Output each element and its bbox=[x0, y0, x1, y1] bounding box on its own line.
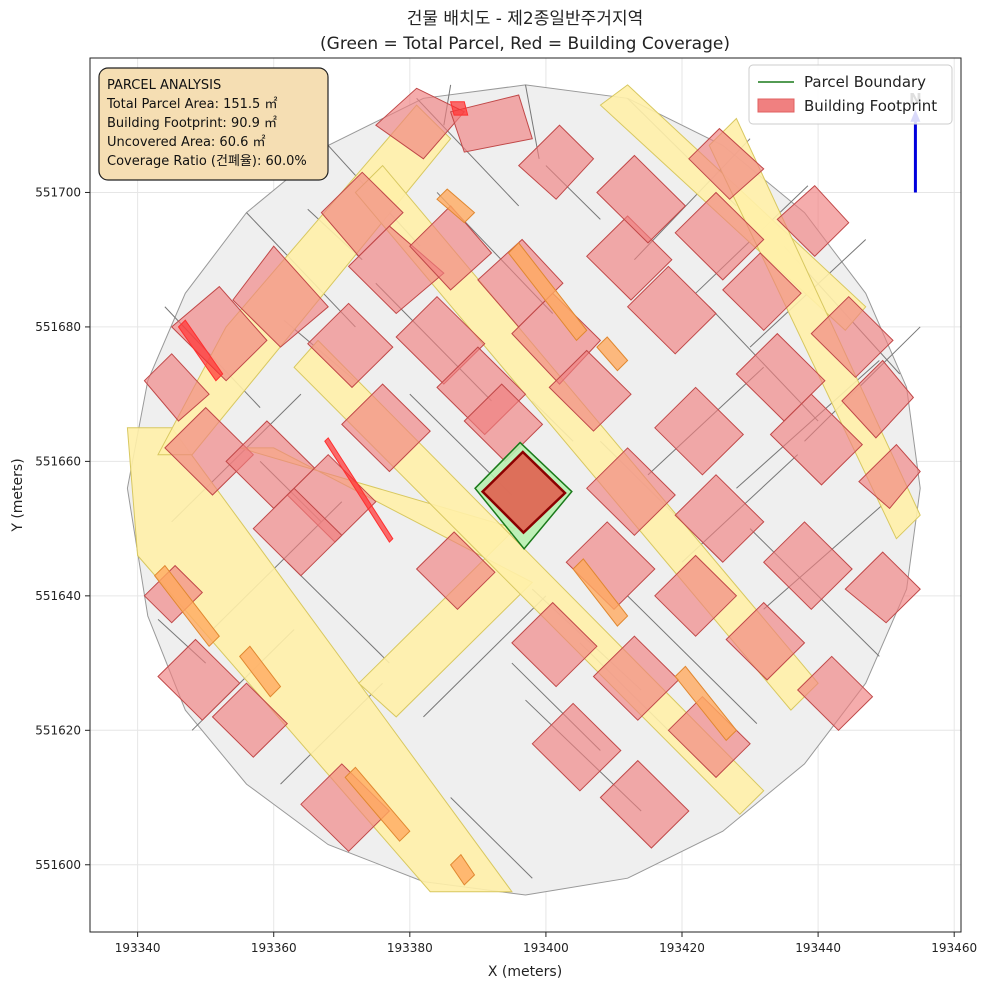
context-building bbox=[517, 124, 595, 200]
plot-frame bbox=[89, 57, 962, 933]
context-building bbox=[143, 353, 210, 422]
context-building bbox=[841, 359, 915, 439]
annex-structure bbox=[153, 564, 220, 648]
highlight-strip bbox=[177, 319, 224, 382]
road-polygon bbox=[126, 427, 513, 893]
annex-structure bbox=[596, 336, 629, 372]
x-tick-label: 193400 bbox=[523, 941, 569, 955]
context-building bbox=[844, 551, 921, 624]
lot-line bbox=[450, 797, 533, 879]
annex-structure bbox=[239, 645, 282, 698]
x-tick-label: 193380 bbox=[387, 941, 433, 955]
info-box-heading: PARCEL ANALYSIS bbox=[107, 78, 221, 93]
context-building bbox=[409, 205, 493, 291]
y-tick-label: 551700 bbox=[35, 185, 81, 199]
context-building bbox=[654, 386, 745, 476]
context-building bbox=[776, 184, 850, 258]
legend-swatch-building-footprint bbox=[757, 98, 795, 113]
map-features bbox=[126, 84, 921, 896]
context-building bbox=[725, 601, 806, 681]
annex-structure bbox=[674, 665, 738, 742]
lot-line bbox=[286, 561, 390, 664]
context-building bbox=[415, 531, 496, 611]
context-building bbox=[667, 695, 751, 779]
context-building bbox=[463, 383, 544, 463]
context-building bbox=[674, 474, 765, 563]
context-building bbox=[585, 215, 673, 301]
x-tick-label: 193420 bbox=[659, 941, 705, 955]
context-building bbox=[688, 127, 765, 200]
lot-line bbox=[423, 595, 547, 718]
y-tick-label: 551600 bbox=[35, 858, 81, 872]
y-axis-label: Y (meters) bbox=[10, 458, 26, 532]
context-building bbox=[810, 295, 894, 379]
annex-structure bbox=[507, 242, 588, 342]
info-box-line: Total Parcel Area: 151.5 ㎡ bbox=[106, 97, 277, 112]
y-tick-label: 551620 bbox=[35, 723, 81, 737]
context-building bbox=[735, 332, 826, 422]
info-box-background bbox=[98, 67, 329, 181]
context-building bbox=[674, 191, 765, 281]
context-building bbox=[252, 487, 343, 577]
context-building bbox=[341, 383, 431, 473]
context-building bbox=[157, 638, 241, 721]
road-polygon bbox=[708, 117, 921, 540]
context-building bbox=[626, 265, 717, 355]
context-building bbox=[477, 238, 564, 328]
info-box-line: Building Footprint: 90.9 ㎡ bbox=[107, 116, 277, 131]
info-box-line: Coverage Ratio (건폐율): 60.0% bbox=[107, 154, 307, 169]
chart-title-line2: (Green = Total Parcel, Red = Building Co… bbox=[320, 34, 730, 54]
context-building bbox=[654, 554, 738, 637]
legend-box bbox=[748, 64, 953, 125]
context-building bbox=[232, 245, 329, 348]
annex-structure bbox=[572, 558, 629, 627]
context-building bbox=[585, 447, 676, 537]
context-building bbox=[211, 682, 289, 758]
context-building bbox=[596, 154, 687, 244]
context-building bbox=[769, 393, 864, 486]
context-building bbox=[548, 349, 632, 432]
context-building bbox=[449, 94, 533, 153]
context-building bbox=[762, 521, 853, 611]
chart-title-line1: 건물 배치도 - 제2종일반주거지역 bbox=[407, 9, 643, 29]
x-tick-label: 193360 bbox=[251, 941, 297, 955]
context-building bbox=[531, 702, 622, 792]
annex-structure bbox=[344, 766, 411, 842]
info-box: PARCEL ANALYSIS Total Parcel Area: 151.5… bbox=[98, 67, 329, 181]
context-building bbox=[307, 302, 394, 389]
context-building bbox=[796, 655, 874, 732]
axis-ticks: 193340 193360 193380 193400 193420 193440 1934… bbox=[35, 185, 977, 955]
context-building bbox=[511, 601, 598, 688]
y-tick-label: 551660 bbox=[35, 454, 81, 468]
annex-structure bbox=[449, 853, 476, 886]
context-building bbox=[599, 759, 690, 849]
legend-label-parcel-boundary: Parcel Boundary bbox=[804, 73, 926, 91]
legend-label-building-footprint: Building Footprint bbox=[804, 97, 937, 115]
highlight-strip bbox=[324, 437, 394, 543]
x-tick-label: 193340 bbox=[115, 941, 161, 955]
x-tick-label: 193460 bbox=[931, 941, 977, 955]
context-building bbox=[320, 171, 404, 258]
highlight-strip bbox=[449, 101, 469, 116]
y-tick-label: 551640 bbox=[35, 589, 81, 603]
lot-line bbox=[627, 595, 758, 724]
lot-line bbox=[525, 84, 540, 159]
annex-structure bbox=[436, 188, 476, 224]
x-axis-label: X (meters) bbox=[488, 964, 562, 980]
target-building bbox=[480, 450, 567, 535]
legend: Parcel Boundary Building Footprint bbox=[748, 64, 953, 125]
y-tick-label: 551680 bbox=[35, 320, 81, 334]
context-building bbox=[722, 252, 802, 332]
x-tick-label: 193440 bbox=[795, 941, 841, 955]
info-box-line: Uncovered Area: 60.6 ㎡ bbox=[107, 135, 266, 150]
context-building bbox=[858, 443, 921, 510]
